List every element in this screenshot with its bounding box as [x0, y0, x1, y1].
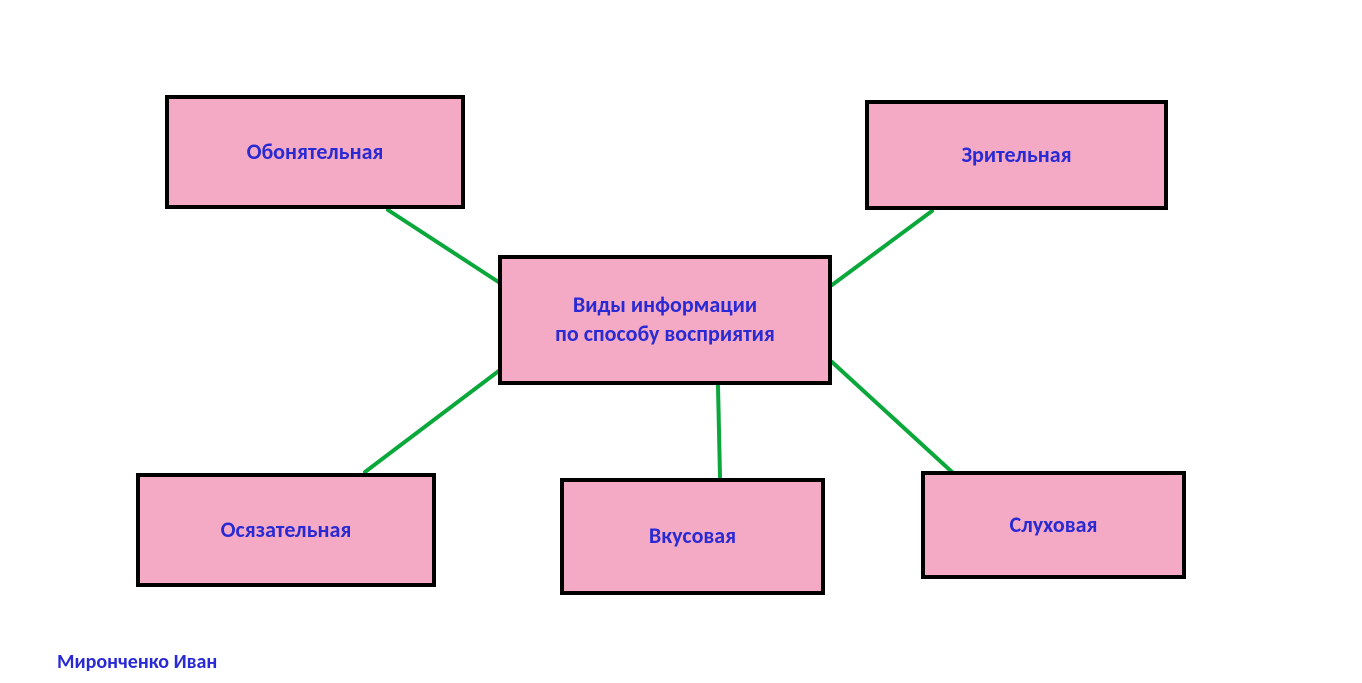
olfactory-node-label: Обонятельная [247, 138, 384, 167]
tactile-node: Осязательная [136, 473, 436, 587]
olfactory-node: Обонятельная [165, 95, 465, 209]
tactile-node-label: Осязательная [221, 516, 352, 545]
auditory-node: Слуховая [921, 471, 1186, 579]
gustatory-node: Вкусовая [560, 478, 825, 595]
center-node-label: Виды информациипо способу восприятия [555, 291, 775, 348]
gustatory-node-label: Вкусовая [649, 522, 736, 551]
center-node: Виды информациипо способу восприятия [498, 255, 832, 385]
author-label: Миронченко Иван [57, 650, 217, 674]
visual-node-label: Зрительная [961, 141, 1071, 170]
auditory-node-label: Слуховая [1010, 511, 1098, 540]
concept-map: Виды информациипо способу восприятия Обо… [0, 0, 1362, 683]
visual-node: Зрительная [865, 100, 1168, 210]
